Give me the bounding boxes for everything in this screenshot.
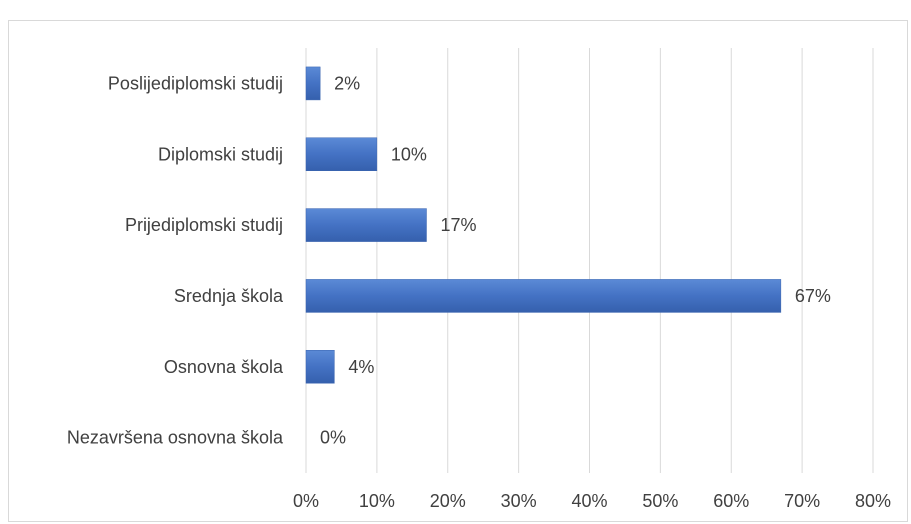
category-label: Diplomski studij — [158, 144, 283, 164]
bars — [305, 66, 782, 384]
x-tick-label: 0% — [293, 491, 319, 511]
x-tick-label: 30% — [501, 491, 537, 511]
category-label: Poslijediplomski studij — [108, 73, 283, 93]
category-label: Nezavršena osnovna škola — [67, 428, 284, 448]
category-label: Osnovna škola — [164, 357, 284, 377]
data-label: 0% — [320, 428, 346, 448]
gridlines — [305, 48, 874, 473]
x-tick-label: 60% — [713, 491, 749, 511]
bar — [305, 66, 321, 101]
category-label: Srednja škola — [174, 286, 284, 306]
data-label: 17% — [440, 215, 476, 235]
x-tick-label: 80% — [855, 491, 891, 511]
labels: 0% 10% 20% 30% 40% 50% 60% 70% 80% Poslijediploms… — [67, 73, 891, 511]
bar — [305, 350, 335, 384]
data-label: 67% — [795, 286, 831, 306]
data-label: 4% — [348, 357, 374, 377]
x-tick-label: 10% — [359, 491, 395, 511]
x-tick-label: 50% — [642, 491, 678, 511]
category-label: Prijediplomski studij — [125, 215, 283, 235]
x-tick-label: 40% — [571, 491, 607, 511]
bar — [305, 137, 378, 171]
bar — [305, 208, 427, 242]
chart-area — [8, 20, 908, 522]
data-label: 10% — [391, 144, 427, 164]
x-tick-label: 20% — [430, 491, 466, 511]
data-label: 2% — [334, 73, 360, 93]
x-tick-label: 70% — [784, 491, 820, 511]
bar — [305, 279, 782, 313]
